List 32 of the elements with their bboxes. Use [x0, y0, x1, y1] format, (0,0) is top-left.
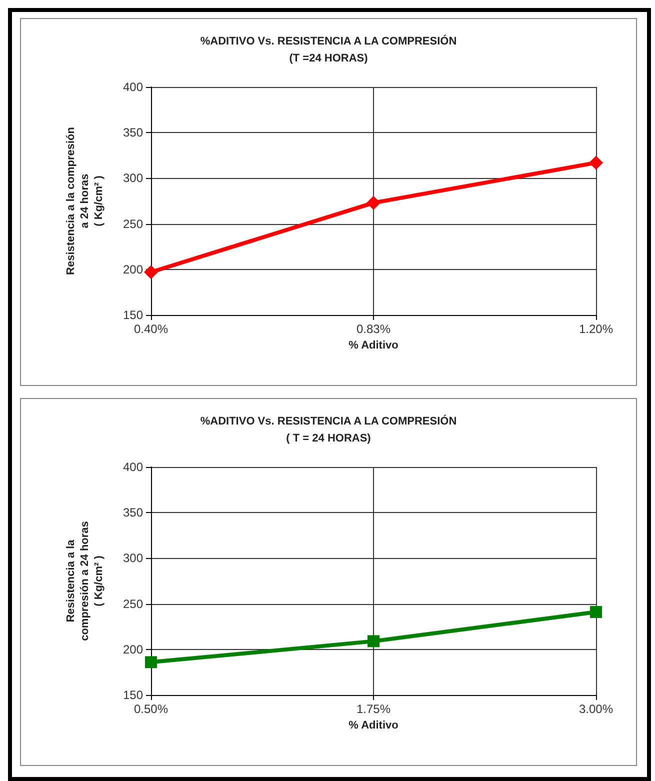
chart-subtitle: (T =24 HORAS)	[289, 52, 368, 64]
chart-title: %ADITIVO Vs. RESISTENCIA A LA COMPRESIÓN	[200, 414, 457, 428]
y-tick-label: 300	[122, 551, 144, 566]
y-tick-label: 350	[122, 126, 144, 140]
y-tick-label: 200	[122, 262, 144, 276]
y-tick-label: 400	[122, 80, 144, 94]
x-tick-label: 3.00%	[578, 702, 614, 716]
point	[368, 635, 380, 648]
x-tick-label: 0.83%	[356, 322, 391, 336]
x-tick-label: 1.20%	[578, 322, 614, 336]
x-tick-label: 0.50%	[134, 702, 168, 716]
chart-title: %ADITIVO Vs. RESISTENCIA A LA COMPRESIÓN	[200, 34, 457, 48]
x-axis-title: % Aditivo	[348, 719, 399, 732]
y-tick-label: 200	[122, 642, 144, 656]
point	[366, 196, 380, 210]
x-tick-label: 1.75%	[356, 702, 391, 716]
y-axis-title: Resistencia a la compresión a 24 horas ( Kg/cm² )	[65, 521, 105, 641]
y-tick-label: 150	[122, 688, 144, 702]
y-tick-label: 300	[122, 171, 144, 186]
point	[144, 265, 158, 280]
x-axis-title: % Aditivo	[348, 339, 399, 352]
y-tick-label: 400	[122, 460, 144, 474]
chart-subtitle: ( T = 24 HORAS)	[286, 432, 372, 444]
y-axis-title: Resistencia a la compresión a 24 horas ( Kg/cm² )	[65, 126, 105, 275]
x-tick-label: 0.40%	[134, 322, 168, 336]
point	[590, 606, 602, 618]
y-tick-label: 250	[122, 596, 144, 611]
y-tick-label: 150	[122, 308, 144, 322]
y-tick-label: 350	[122, 506, 144, 520]
point	[589, 156, 603, 170]
point	[145, 656, 157, 668]
y-tick-label: 250	[122, 216, 144, 231]
